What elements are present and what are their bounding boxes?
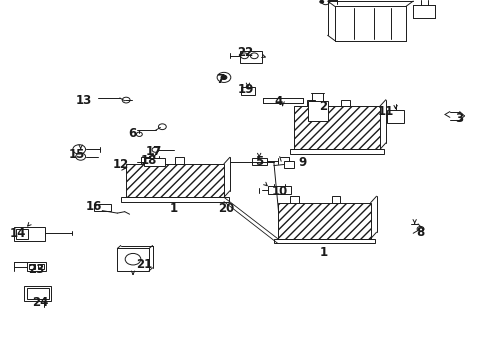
Bar [307, 101, 327, 121]
Text: 18: 18 [141, 154, 157, 167]
Text: 2: 2 [318, 100, 326, 113]
Text: 4: 4 [274, 95, 282, 108]
Circle shape [221, 75, 226, 80]
Bar [283, 161, 294, 168]
Bar [38, 264, 43, 269]
Bar [267, 186, 291, 194]
Text: 1: 1 [320, 246, 327, 258]
Bar [29, 264, 35, 269]
Bar [290, 149, 383, 154]
Text: 24: 24 [32, 296, 48, 309]
Bar [94, 204, 111, 211]
Bar [117, 248, 149, 271]
Bar [121, 197, 228, 202]
Text: 1: 1 [169, 202, 177, 215]
Bar [27, 262, 46, 271]
Bar [16, 229, 28, 239]
Text: 16: 16 [85, 201, 102, 213]
Bar [27, 288, 49, 299]
Text: 22: 22 [237, 46, 253, 59]
Bar [126, 164, 224, 197]
Bar [141, 157, 149, 164]
Text: 3: 3 [455, 112, 463, 125]
Text: 10: 10 [271, 185, 287, 198]
Bar [251, 158, 266, 165]
Text: 20: 20 [217, 202, 234, 215]
Bar [294, 106, 379, 149]
Text: 17: 17 [145, 145, 162, 158]
Bar [175, 157, 183, 164]
Text: 8: 8 [416, 226, 424, 239]
Text: 12: 12 [113, 158, 129, 171]
Bar [273, 239, 374, 243]
Text: 21: 21 [136, 258, 152, 271]
Bar [14, 227, 45, 241]
Bar [340, 100, 349, 106]
Bar [331, 196, 340, 203]
Text: 9: 9 [298, 156, 305, 169]
Bar [240, 87, 255, 95]
Bar [277, 203, 370, 239]
Bar [289, 196, 298, 203]
Text: 19: 19 [237, 83, 253, 96]
Text: 15: 15 [69, 148, 85, 161]
Text: 13: 13 [76, 94, 92, 107]
Bar [306, 100, 315, 106]
Text: 7: 7 [216, 73, 224, 86]
Text: 11: 11 [377, 105, 394, 118]
Text: 6: 6 [128, 127, 136, 140]
Bar [239, 51, 261, 63]
Circle shape [319, 0, 323, 3]
Text: 23: 23 [28, 263, 45, 276]
Bar [144, 158, 164, 166]
Text: 5: 5 [255, 155, 263, 168]
Text: 14: 14 [9, 227, 26, 240]
Bar [24, 286, 51, 301]
Bar [386, 110, 404, 123]
